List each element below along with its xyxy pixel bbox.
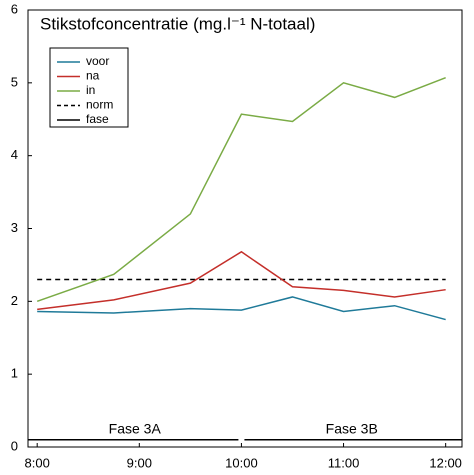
- legend-box: [49, 47, 129, 128]
- series-line: [37, 296, 446, 321]
- legend-label: na: [86, 69, 100, 83]
- y-tick-label: 6: [11, 1, 18, 16]
- y-tick-label: 3: [11, 220, 18, 235]
- chart-title: Stikstofconcentratie (mg.l⁻¹ N-totaal): [40, 14, 315, 33]
- y-tick-label: 5: [11, 74, 18, 89]
- legend-label: voor: [86, 54, 109, 68]
- series-line: [37, 250, 446, 311]
- y-tick-label: 2: [11, 293, 18, 308]
- x-tick-label: 8:00: [25, 455, 50, 470]
- x-tick-label: 12:00: [429, 455, 462, 470]
- x-tick-label: 10:00: [225, 455, 258, 470]
- legend-label: norm: [86, 98, 113, 112]
- y-tick-label: 4: [11, 147, 18, 162]
- y-tick-label: 0: [11, 438, 18, 453]
- y-tick-label: 1: [11, 366, 18, 381]
- legend-label: fase: [86, 112, 109, 126]
- fase-label: Fase 3B: [326, 421, 378, 437]
- x-tick-label: 11:00: [328, 455, 360, 470]
- x-tick-label: 9:00: [127, 455, 152, 470]
- legend-label: in: [86, 83, 95, 97]
- fase-label: Fase 3A: [109, 421, 162, 437]
- series-line: [36, 77, 446, 303]
